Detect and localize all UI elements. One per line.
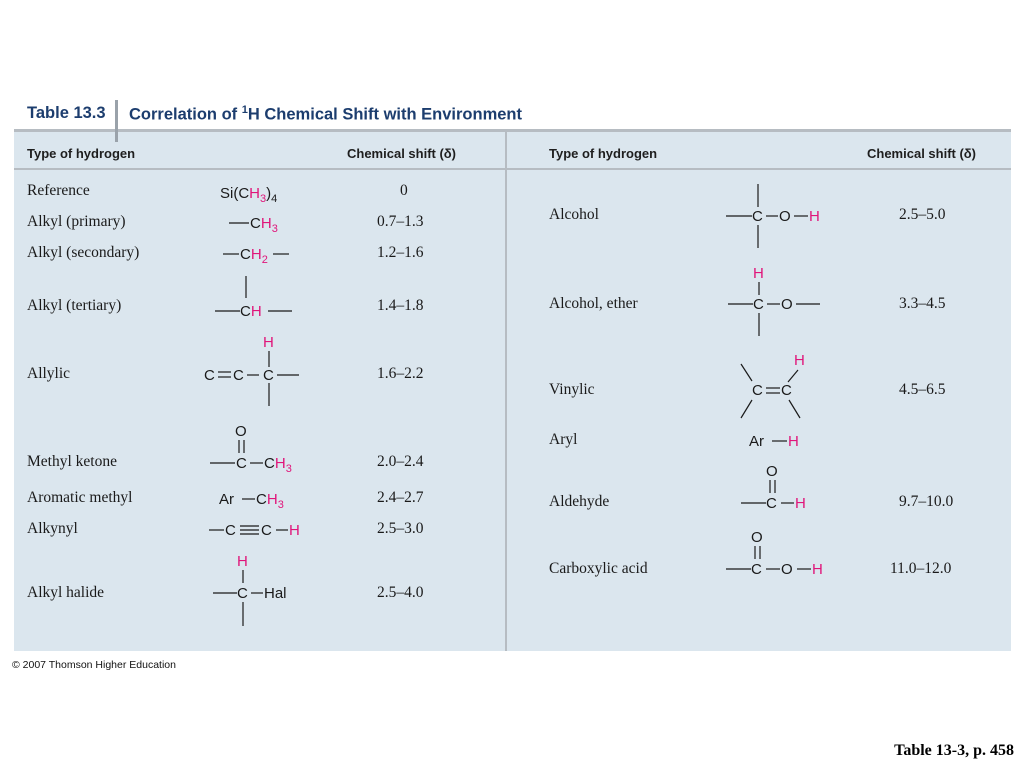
row-shift-aldehyde: 9.7–10.0 bbox=[899, 493, 954, 510]
structure-aromatic-methyl: Ar CH3 bbox=[219, 491, 284, 511]
table-panel bbox=[14, 129, 1011, 651]
svg-text:C: C bbox=[781, 382, 792, 399]
structure-alkynyl: C C H bbox=[209, 522, 300, 539]
structure-alkyl-primary: CH3 bbox=[229, 215, 278, 235]
structure-aldehyde: O C H bbox=[741, 463, 806, 512]
right-type-header: Type of hydrogen bbox=[549, 146, 658, 161]
svg-text:H: H bbox=[794, 352, 805, 369]
svg-text:C: C bbox=[261, 522, 272, 539]
row-name-aldehyde: Aldehyde bbox=[549, 493, 610, 510]
table-caption: Correlation of 1H Chemical Shift with En… bbox=[129, 104, 522, 125]
row-shift-alkynyl: 2.5–3.0 bbox=[377, 520, 424, 537]
row-name-vinylic: Vinylic bbox=[549, 381, 595, 398]
structure-aryl: Ar H bbox=[749, 433, 799, 450]
table-number: Table 13.3 bbox=[27, 104, 106, 122]
svg-text:O: O bbox=[781, 296, 793, 313]
svg-text:CH3: CH3 bbox=[256, 491, 284, 511]
svg-text:Ar: Ar bbox=[749, 433, 764, 450]
structure-reference: Si(CH3)4 bbox=[220, 185, 277, 205]
row-shift-aromatic-methyl: 2.4–2.7 bbox=[377, 489, 424, 506]
row-shift-carboxylic-acid: 11.0–12.0 bbox=[890, 560, 952, 577]
svg-text:C: C bbox=[263, 367, 274, 384]
svg-text:Hal: Hal bbox=[264, 585, 287, 602]
svg-text:C: C bbox=[753, 296, 764, 313]
top-rule bbox=[14, 129, 1011, 132]
svg-text:H: H bbox=[289, 522, 300, 539]
svg-text:C: C bbox=[236, 455, 247, 472]
structure-methyl-ketone: O C CH3 bbox=[210, 423, 292, 475]
row-shift-alkyl-primary: 0.7–1.3 bbox=[377, 213, 424, 230]
svg-text:H: H bbox=[263, 334, 274, 351]
copyright-notice: © 2007 Thomson Higher Education bbox=[12, 659, 176, 671]
row-name-alkyl-halide: Alkyl halide bbox=[27, 584, 105, 601]
row-shift-alkyl-halide: 2.5–4.0 bbox=[377, 584, 424, 601]
svg-text:C: C bbox=[752, 382, 763, 399]
structure-allylic: H C C C bbox=[204, 334, 299, 406]
structure-vinylic: H C C bbox=[740, 352, 805, 419]
caption-sup: 1 bbox=[241, 104, 248, 116]
svg-text:C: C bbox=[204, 367, 215, 384]
svg-text:Si(CH3)4: Si(CH3)4 bbox=[220, 185, 277, 205]
structure-alkyl-halide: H C Hal bbox=[213, 553, 287, 626]
row-shift-alcohol: 2.5–5.0 bbox=[899, 206, 946, 223]
row-name-alcohol-ether: Alcohol, ether bbox=[549, 295, 638, 312]
svg-text:Ar: Ar bbox=[219, 491, 234, 508]
left-type-header: Type of hydrogen bbox=[27, 146, 136, 161]
structure-alcohol-ether: H C O bbox=[728, 265, 820, 336]
row-shift-alcohol-ether: 3.3–4.5 bbox=[899, 295, 946, 312]
svg-text:H: H bbox=[753, 265, 764, 282]
row-name-aryl: Aryl bbox=[549, 431, 578, 448]
page-reference: Table 13-3, p. 458 bbox=[894, 742, 1014, 759]
row-name-reference: Reference bbox=[27, 182, 90, 199]
row-shift-alkyl-secondary: 1.2–1.6 bbox=[377, 244, 424, 261]
svg-text:H: H bbox=[809, 208, 820, 225]
svg-text:C: C bbox=[752, 208, 763, 225]
svg-text:H: H bbox=[812, 561, 823, 578]
column-divider bbox=[505, 129, 507, 651]
svg-text:C: C bbox=[233, 367, 244, 384]
row-shift-reference: 0 bbox=[400, 182, 408, 199]
caption-pre: Correlation of bbox=[129, 105, 242, 124]
structure-alkyl-tertiary: CH bbox=[215, 276, 292, 320]
row-name-alkyl-secondary: Alkyl (secondary) bbox=[27, 244, 140, 261]
row-name-methyl-ketone: Methyl ketone bbox=[27, 453, 117, 470]
row-name-alkynyl: Alkynyl bbox=[27, 520, 78, 537]
svg-text:H: H bbox=[795, 495, 806, 512]
svg-text:H: H bbox=[237, 553, 248, 570]
svg-text:C: C bbox=[751, 561, 762, 578]
svg-text:O: O bbox=[235, 423, 247, 440]
svg-text:O: O bbox=[766, 463, 778, 480]
row-name-carboxylic-acid: Carboxylic acid bbox=[549, 560, 648, 577]
svg-text:C: C bbox=[225, 522, 236, 539]
row-shift-vinylic: 4.5–6.5 bbox=[899, 381, 946, 398]
structure-alkyl-secondary: CH2 bbox=[223, 246, 289, 266]
svg-text:O: O bbox=[751, 529, 763, 546]
right-shift-header: Chemical shift (δ) bbox=[867, 146, 977, 161]
row-name-allylic: Allylic bbox=[27, 365, 71, 382]
row-shift-methyl-ketone: 2.0–2.4 bbox=[377, 453, 424, 470]
svg-text:CH: CH bbox=[240, 303, 262, 320]
svg-text:H: H bbox=[788, 433, 799, 450]
svg-text:C: C bbox=[237, 585, 248, 602]
header-rule bbox=[14, 168, 1011, 170]
caption-post: H Chemical Shift with Environment bbox=[247, 105, 523, 124]
svg-text:C: C bbox=[766, 495, 777, 512]
row-shift-allylic: 1.6–2.2 bbox=[377, 365, 424, 382]
row-name-alkyl-tertiary: Alkyl (tertiary) bbox=[27, 297, 122, 314]
svg-text:CH2: CH2 bbox=[240, 246, 268, 266]
title-divider bbox=[115, 100, 118, 142]
svg-text:O: O bbox=[779, 208, 791, 225]
row-name-alkyl-primary: Alkyl (primary) bbox=[27, 213, 126, 230]
row-name-aromatic-methyl: Aromatic methyl bbox=[27, 489, 133, 506]
structure-alcohol: C O H bbox=[726, 184, 820, 248]
svg-text:CH3: CH3 bbox=[250, 215, 278, 235]
row-name-alcohol: Alcohol bbox=[549, 206, 599, 223]
structure-carboxylic-acid: O C O H bbox=[726, 529, 823, 578]
svg-text:CH3: CH3 bbox=[264, 455, 292, 475]
svg-text:O: O bbox=[781, 561, 793, 578]
left-shift-header: Chemical shift (δ) bbox=[347, 146, 457, 161]
row-shift-alkyl-tertiary: 1.4–1.8 bbox=[377, 297, 424, 314]
